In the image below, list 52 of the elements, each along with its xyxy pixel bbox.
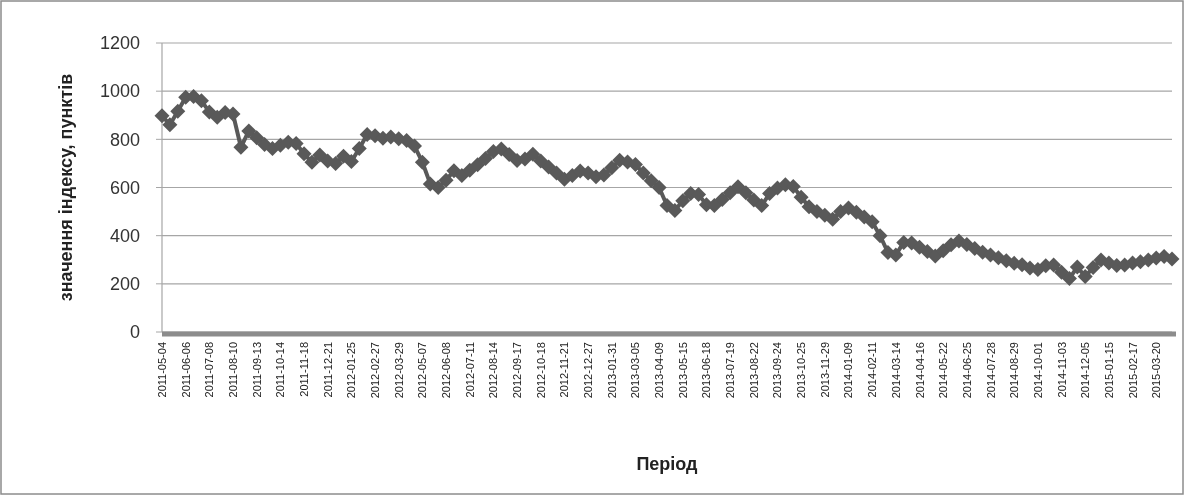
x-tick-label: 2013-05-15	[676, 342, 689, 399]
x-tick-label: 2012-11-21	[558, 342, 571, 398]
x-tick-label: 2014-05-22	[937, 342, 950, 399]
x-tick-label: 2012-06-08	[440, 342, 453, 399]
x-tick-label: 2013-10-25	[795, 342, 808, 399]
x-tick-label: 2014-02-11	[866, 342, 879, 398]
x-tick-label: 2011-07-08	[203, 342, 216, 398]
x-tick-label: 2011-08-10	[227, 342, 240, 398]
y-tick-label: 1000	[99, 81, 140, 102]
y-tick-label: 800	[109, 129, 140, 150]
x-tick-label: 2012-10-18	[534, 342, 547, 399]
x-tick-label: 2011-10-14	[274, 342, 287, 398]
x-tick-label: 2014-08-29	[1008, 342, 1021, 399]
x-tick-label: 2014-11-03	[1055, 342, 1068, 398]
x-tick-label: 2011-09-13	[250, 342, 263, 398]
x-tick-label: 2013-03-05	[629, 342, 642, 399]
x-tick-label: 2014-04-16	[913, 342, 926, 399]
x-tick-label: 2011-11-18	[298, 342, 311, 397]
x-tick-label: 2014-07-28	[984, 342, 997, 399]
x-tick-label: 2011-12-21	[321, 342, 334, 398]
x-tick-label: 2013-01-31	[605, 342, 618, 399]
y-tick-label: 1200	[99, 33, 140, 54]
x-tick-label: 2015-01-15	[1102, 342, 1115, 399]
x-tick-label: 2012-02-27	[369, 342, 382, 399]
y-tick-label: 600	[109, 177, 140, 198]
x-axis-title: Період	[636, 454, 699, 474]
x-tick-label: 2013-06-18	[700, 342, 713, 399]
y-axis-title: значення індексу, пунктів	[56, 73, 76, 302]
x-tick-label: 2012-07-11	[463, 342, 476, 398]
y-tick-label: 200	[109, 274, 140, 295]
x-tick-label: 2015-02-17	[1126, 342, 1139, 399]
x-tick-label: 2012-05-07	[416, 342, 429, 399]
x-tick-label: 2012-09-17	[511, 342, 524, 399]
x-tick-label: 2014-01-09	[842, 342, 855, 399]
x-tick-label: 2013-09-24	[771, 342, 784, 399]
x-tick-label: 2011-06-06	[179, 342, 192, 398]
y-tick-label: 0	[129, 322, 140, 343]
x-tick-label: 2014-12-05	[1079, 342, 1092, 399]
x-tick-label: 2013-11-29	[818, 342, 831, 398]
x-tick-label: 2011-05-04	[156, 342, 168, 398]
x-tick-label: 2013-04-09	[653, 342, 666, 399]
x-tick-label: 2013-08-22	[747, 342, 760, 399]
x-tick-label: 2014-06-25	[960, 342, 973, 399]
y-tick-label: 400	[109, 225, 140, 246]
x-tick-label: 2014-10-01	[1031, 342, 1044, 399]
x-tick-label: 2013-07-19	[724, 342, 737, 399]
x-tick-label: 2015-03-20	[1150, 342, 1163, 399]
x-tick-label: 2012-12-27	[582, 342, 595, 399]
x-tick-label: 2012-08-14	[487, 342, 500, 399]
x-tick-label: 2012-01-25	[345, 342, 358, 399]
x-tick-label: 2012-03-29	[392, 342, 405, 399]
x-tick-label: 2014-03-14	[889, 342, 902, 399]
